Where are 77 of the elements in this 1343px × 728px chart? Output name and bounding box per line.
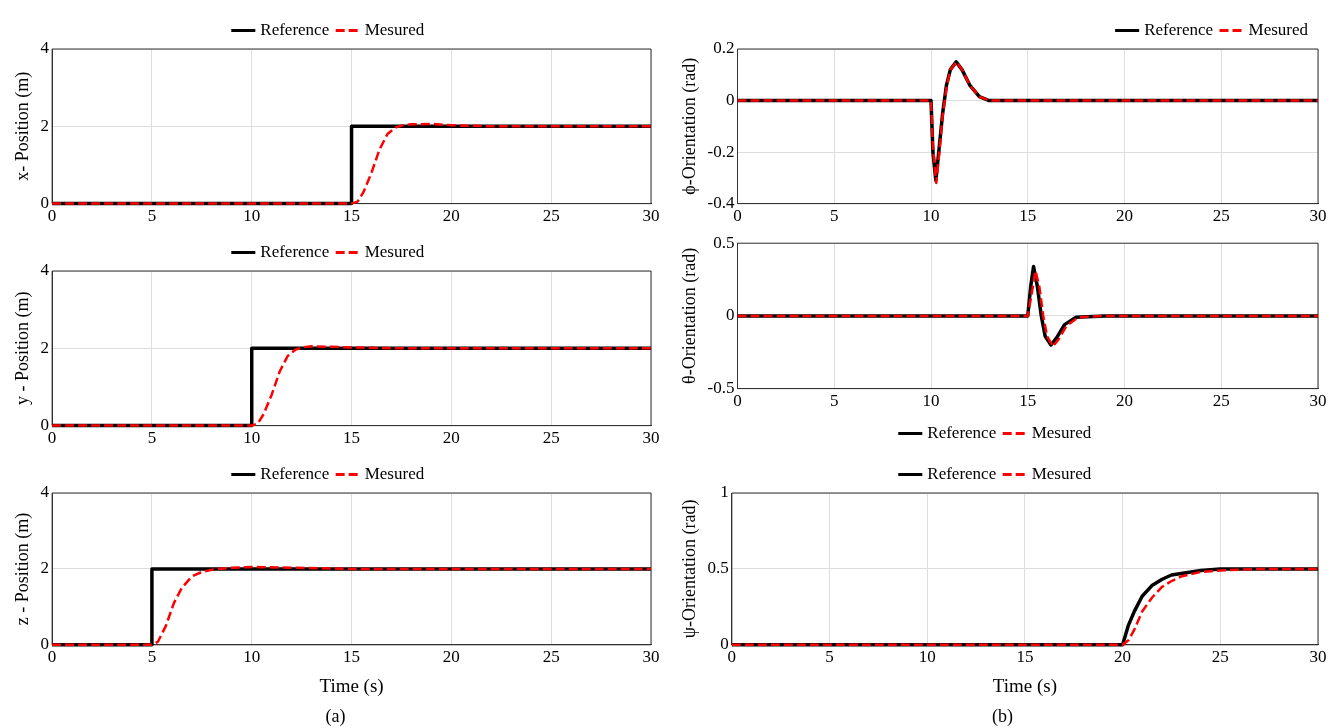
y-axis-title: ϕ-Orientation (rad): [678, 57, 700, 195]
y-axis-title: y - Position (m): [11, 291, 33, 406]
x-tick-label: 10: [918, 647, 936, 667]
x-tick-label: 30: [1309, 206, 1327, 226]
legend-label: Mesured: [364, 463, 425, 483]
x-tick-label: 5: [830, 206, 839, 226]
text: (b): [991, 706, 1014, 727]
legend-label: Reference: [260, 463, 330, 483]
x-tick-label: 30: [642, 647, 660, 667]
y-tick-label: 0.5: [713, 232, 735, 252]
y-tick-label: 2: [40, 115, 50, 135]
y-axis-title: x- Position (m): [11, 71, 33, 181]
x-axis-title: Time (s): [319, 674, 384, 697]
legend-label: Mesured: [1248, 19, 1309, 39]
x-tick-label: 15: [343, 647, 361, 667]
y-tick-label: 0: [720, 634, 729, 654]
x-tick-label: 30: [1309, 647, 1327, 667]
y-tick-label: 0: [40, 415, 50, 435]
y-tick-label: 0: [40, 634, 50, 654]
x-axis-title: Time (s): [992, 674, 1058, 697]
legend-label: Reference: [260, 241, 330, 261]
y-axis-title: θ-Orientation (rad): [678, 247, 700, 384]
y-tick-label: 4: [40, 482, 50, 502]
legend-label: Reference: [927, 463, 997, 483]
x-tick-label: 20: [442, 428, 460, 448]
x-tick-label: 5: [147, 428, 157, 448]
y-tick-label: -0.4: [707, 193, 735, 213]
text: (a): [324, 706, 347, 727]
y-tick-label: -0.5: [707, 378, 735, 398]
y-tick-label: 1: [720, 482, 729, 502]
y-axis-title: z - Position (m): [11, 512, 33, 626]
x-tick-label: 10: [922, 391, 940, 411]
x-tick-label: 25: [542, 206, 560, 226]
x-tick-label: 25: [542, 647, 560, 667]
x-tick-label: 15: [1016, 647, 1034, 667]
legend-label: Mesured: [1031, 422, 1092, 442]
legend-label: Mesured: [1031, 463, 1092, 483]
legend-label: Mesured: [364, 19, 425, 39]
y-tick-label: 0: [726, 305, 735, 325]
x-tick-label: 15: [1019, 206, 1037, 226]
x-tick-label: 25: [1212, 391, 1230, 411]
x-tick-label: 20: [1116, 391, 1133, 411]
y-tick-label: 0: [40, 193, 50, 213]
y-tick-label: 4: [40, 38, 50, 58]
y-tick-label: 0.5: [707, 558, 729, 578]
x-tick-label: 25: [542, 428, 560, 448]
x-tick-label: 15: [1019, 391, 1037, 411]
x-tick-label: 10: [243, 206, 261, 226]
x-tick-label: 20: [442, 647, 460, 667]
x-tick-label: 30: [1309, 391, 1327, 411]
x-tick-label: 5: [825, 647, 834, 667]
x-tick-label: 25: [1212, 206, 1230, 226]
x-tick-label: 10: [922, 206, 940, 226]
legend-label: Reference: [260, 19, 330, 39]
x-tick-label: 20: [442, 206, 460, 226]
x-tick-label: 5: [147, 647, 157, 667]
y-tick-label: 0.2: [713, 38, 735, 58]
x-tick-label: 25: [1211, 647, 1229, 667]
x-tick-label: 30: [642, 428, 660, 448]
x-tick-label: 20: [1114, 647, 1132, 667]
legend-label: Reference: [1144, 19, 1214, 39]
y-tick-label: 0: [726, 90, 735, 109]
y-tick-label: 2: [40, 337, 50, 357]
x-tick-label: 15: [343, 428, 361, 448]
x-tick-label: 20: [1116, 206, 1133, 226]
x-tick-label: 30: [642, 206, 660, 226]
legend-label: Mesured: [364, 241, 425, 261]
y-tick-label: 2: [40, 558, 50, 578]
legend-label: Reference: [927, 422, 997, 442]
x-tick-label: 10: [243, 428, 261, 448]
y-tick-label: -0.2: [707, 141, 735, 161]
x-tick-label: 5: [147, 206, 157, 226]
y-axis-title: ψ-Orientation (rad): [678, 499, 700, 639]
x-tick-label: 10: [243, 647, 261, 667]
x-tick-label: 5: [830, 391, 839, 411]
y-tick-label: 4: [40, 260, 50, 280]
x-tick-label: 15: [343, 206, 361, 226]
